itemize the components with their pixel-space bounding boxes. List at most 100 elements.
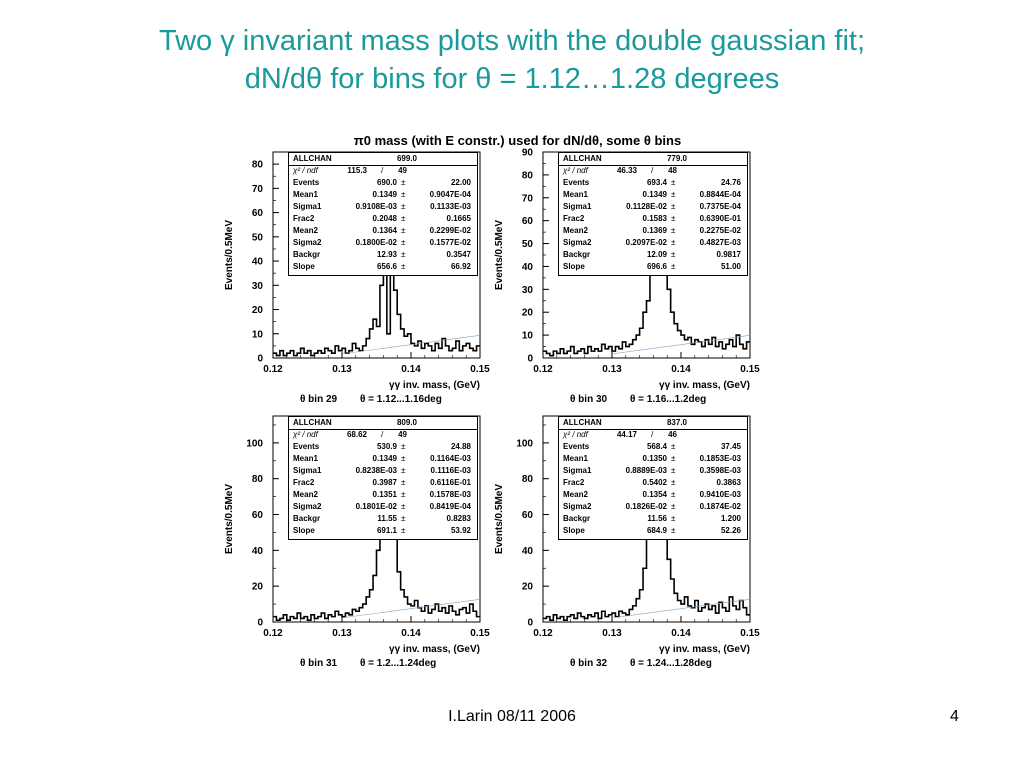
slide-title: Two γ invariant mass plots with the doub… (0, 22, 1024, 98)
plus-minus-sign: ± (401, 226, 406, 235)
x-tick-label: 0.12 (263, 364, 283, 375)
param-error: 0.8419E-04 (429, 502, 471, 511)
param-name: Slope (563, 526, 585, 535)
plus-minus-sign: ± (671, 226, 676, 235)
stats-row: Backgr 11.56 ±1.200 (559, 513, 747, 525)
param-value: 0.1800E-02 (355, 238, 397, 247)
param-name: Events (563, 178, 590, 187)
stats-row: Mean2 0.1364 ±0.2299E-02 (289, 225, 477, 237)
param-error: 52.26 (720, 526, 741, 535)
x-tick-label: 0.12 (533, 364, 553, 375)
param-name: Events (293, 178, 320, 187)
stats-row: Sigma2 0.1826E-02 ±0.1874E-02 (559, 501, 747, 513)
stats-row: Events 693.4 ±24.76 (559, 177, 747, 189)
y-tick-label: 40 (252, 257, 264, 268)
x-tick-label: 0.13 (602, 628, 622, 639)
param-error: 0.9047E-04 (429, 190, 471, 199)
y-tick-label: 0 (257, 354, 263, 365)
stats-row: ALLCHAN 809.0 (289, 417, 477, 430)
param-error: 0.8283 (446, 514, 471, 523)
param-name: Frac2 (563, 214, 585, 223)
stats-row: Sigma2 0.1800E-02 ±0.1577E-02 (289, 237, 477, 249)
stats-row: Backgr 11.55 ±0.8283 (289, 513, 477, 525)
param-value: 0.1128E-02 (626, 202, 667, 211)
plus-minus-sign: ± (671, 526, 676, 535)
param-value: 0.8889E-03 (625, 466, 667, 475)
y-tick-label: 50 (252, 232, 264, 243)
param-name: Mean1 (563, 454, 588, 463)
plus-minus-sign: ± (401, 238, 406, 247)
y-axis-label: Events/0.5MeV (224, 484, 235, 554)
param-name: Events (293, 442, 320, 451)
stats-header-value: 837.0 (666, 418, 687, 427)
fit-stats-box: ALLCHAN 837.0 χ² / ndf 44.17 / 46 Events 568.4 ±… (558, 416, 748, 540)
param-error: 0.6116E-01 (430, 478, 471, 487)
stats-row: Sigma1 0.9108E-03 ±0.1133E-03 (289, 201, 477, 213)
param-name: Mean2 (293, 490, 318, 499)
x-tick-label: 0.13 (332, 364, 352, 375)
param-value: 0.2097E-02 (625, 238, 667, 247)
plus-minus-sign: ± (671, 466, 676, 475)
stats-row: Sigma1 0.8238E-03 ±0.1116E-03 (289, 465, 477, 477)
param-value: 0.2048 (372, 214, 397, 223)
param-error: 0.1116E-03 (430, 466, 471, 475)
plus-minus-sign: ± (671, 238, 676, 247)
x-tick-label: 0.15 (470, 364, 490, 375)
param-value: 0.9108E-03 (355, 202, 397, 211)
stats-header-name: ALLCHAN (293, 418, 332, 427)
plus-minus-sign: ± (671, 250, 676, 259)
stats-row: Events 530.9 ±24.88 (289, 441, 477, 453)
plus-minus-sign: ± (671, 214, 676, 223)
param-error: 0.1578E-03 (429, 490, 471, 499)
param-value: 11.56 (647, 514, 667, 523)
stats-header-name: ALLCHAN (563, 418, 602, 427)
y-tick-label: 40 (522, 546, 534, 557)
y-axis-label: Events/0.5MeV (224, 220, 235, 290)
stats-header-name: ALLCHAN (563, 154, 602, 163)
plus-minus-sign: ± (401, 514, 406, 523)
param-error: 0.3863 (716, 478, 741, 487)
stats-header-value: 809.0 (396, 418, 417, 427)
ndf-value: 49 (398, 166, 407, 175)
param-value: 11.55 (377, 514, 397, 523)
ndf-value: 48 (668, 166, 677, 175)
plus-minus-sign: ± (401, 214, 406, 223)
chi2-value: 46.33 (616, 166, 637, 175)
param-name: Sigma1 (563, 466, 592, 475)
chi2-value: 44.17 (616, 430, 637, 439)
theta-range-label: θ = 1.16...1.2deg (630, 394, 706, 405)
stats-row: Frac2 0.3987 ±0.6116E-01 (289, 477, 477, 489)
plus-minus-sign: ± (671, 502, 676, 511)
chi2-slash: / (381, 430, 384, 439)
stats-row: Events 568.4 ±37.45 (559, 441, 747, 453)
param-name: Sigma2 (563, 502, 592, 511)
y-tick-label: 10 (252, 329, 264, 340)
theta-range-label: θ = 1.2...1.24deg (360, 658, 436, 669)
chi2-slash: / (381, 166, 384, 175)
plus-minus-sign: ± (401, 178, 406, 187)
param-error: 0.1665 (446, 214, 471, 223)
y-tick-label: 20 (522, 308, 534, 319)
x-tick-label: 0.14 (671, 628, 691, 639)
param-value: 0.3987 (372, 478, 397, 487)
chi2-slash: / (651, 430, 654, 439)
stats-header-name: ALLCHAN (293, 154, 332, 163)
plus-minus-sign: ± (671, 262, 676, 271)
param-value: 568.4 (646, 442, 667, 451)
y-tick-label: 40 (522, 262, 534, 273)
ndf-value: 46 (668, 430, 677, 439)
plus-minus-sign: ± (401, 490, 406, 499)
y-tick-label: 70 (522, 193, 534, 204)
param-name: Slope (293, 262, 315, 271)
y-tick-label: 60 (252, 208, 264, 219)
slide-title-line2: dN/dθ for bins for θ = 1.12…1.28 degrees (244, 63, 780, 95)
histogram-line (543, 155, 750, 357)
plus-minus-sign: ± (401, 478, 406, 487)
param-name: Frac2 (293, 478, 315, 487)
y-tick-label: 80 (522, 474, 534, 485)
param-name: Sigma2 (563, 238, 592, 247)
param-value: 0.1351 (372, 490, 397, 499)
theta-bin-label: θ bin 32 (570, 658, 608, 669)
param-value: 0.1349 (642, 190, 667, 199)
param-value: 0.1369 (642, 226, 667, 235)
